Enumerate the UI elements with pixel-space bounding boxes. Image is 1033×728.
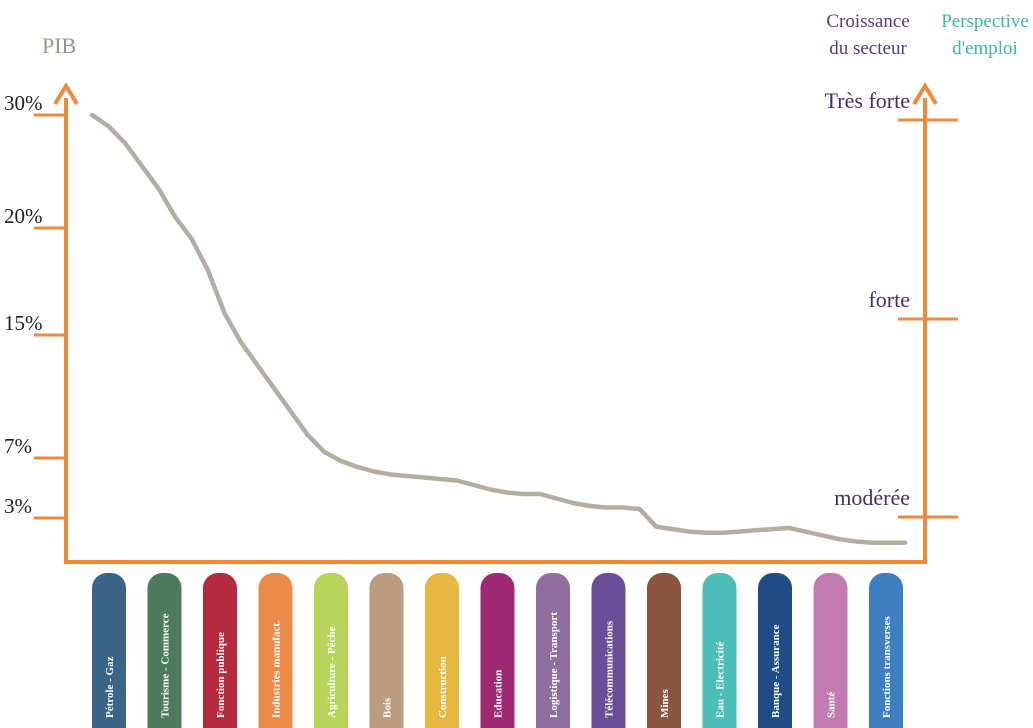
sector-pill-bg bbox=[369, 573, 404, 728]
sector-pill-bg bbox=[647, 573, 681, 728]
sector-label: Bois bbox=[382, 697, 394, 718]
sector-label: Agriculture - Pêche bbox=[326, 626, 338, 718]
sector-pill: Télécommunications bbox=[591, 573, 626, 728]
sector-label: Eau - Electricité bbox=[715, 642, 727, 718]
sector-pill-bg bbox=[591, 573, 626, 728]
sector-label: Santé bbox=[826, 692, 838, 718]
sector-pill: Tourisme - Commerce bbox=[147, 573, 182, 728]
sector-pill-bg bbox=[258, 573, 293, 728]
right-tick-label: Très forte bbox=[825, 88, 910, 113]
sector-pill-bg bbox=[147, 573, 182, 728]
sector-pill: Industries manufact. bbox=[258, 573, 293, 728]
sector-pill-bg bbox=[536, 573, 570, 728]
pib-curve bbox=[89, 112, 908, 545]
sector-pill: Education bbox=[480, 573, 515, 728]
left-tick-label: 20% bbox=[4, 204, 43, 228]
pib-axis-label: PIB bbox=[42, 33, 76, 58]
sector-label: Fonctions transverses bbox=[881, 616, 893, 718]
sector-pill-bg bbox=[92, 573, 126, 728]
sector-pill-bg bbox=[702, 573, 737, 728]
right-ticks: Très forte forte modérée bbox=[825, 88, 958, 519]
sector-label: Fonction publique bbox=[215, 632, 227, 718]
sector-pill-bg bbox=[314, 573, 348, 728]
sector-pill: Santé bbox=[813, 573, 848, 728]
sector-pill-bg bbox=[813, 573, 848, 728]
sector-label: Construction bbox=[437, 656, 449, 718]
sector-label: Logistique - Transport bbox=[548, 612, 560, 718]
sector-pill: Logistique - Transport bbox=[536, 573, 570, 728]
sector-pill-bg bbox=[758, 573, 792, 728]
sector-label: Industries manufact. bbox=[271, 620, 283, 718]
sector-label: Tourisme - Commerce bbox=[160, 613, 172, 718]
job-outlook-label-line2: d'emploi bbox=[952, 38, 1018, 59]
sector-label: Banque - Assurance bbox=[770, 624, 782, 718]
sector-pill: Construction bbox=[425, 573, 459, 728]
sector-pill: Pétrole - Gaz bbox=[92, 573, 126, 728]
sector-pill: Fonctions transverses bbox=[869, 573, 903, 728]
left-tick-label: 15% bbox=[4, 311, 43, 335]
sector-pill: Banque - Assurance bbox=[758, 573, 792, 728]
sector-pill: Agriculture - Pêche bbox=[314, 573, 348, 728]
left-tick-label: 7% bbox=[4, 434, 32, 458]
left-tick-label: 3% bbox=[4, 494, 32, 518]
sector-label: Pétrole - Gaz bbox=[104, 656, 116, 718]
sector-pill: Bois bbox=[369, 573, 404, 728]
job-outlook-label-line1: Perspective bbox=[941, 11, 1029, 32]
sector-pill-bg bbox=[203, 573, 237, 728]
left-axis-arrow bbox=[53, 82, 79, 106]
sector-pill-bg bbox=[425, 573, 459, 728]
sector-pill: Mines bbox=[647, 573, 681, 728]
sector-label: Mines bbox=[659, 689, 671, 718]
sector-label: Télécommunications bbox=[604, 620, 616, 718]
sector-pill: Fonction publique bbox=[203, 573, 237, 728]
right-axis-arrow bbox=[912, 82, 938, 106]
sector-pill-bg bbox=[869, 573, 903, 728]
sector-label: Education bbox=[493, 670, 505, 718]
sector-pill: Eau - Electricité bbox=[702, 573, 737, 728]
right-tick-label: forte bbox=[868, 287, 910, 312]
axes bbox=[53, 82, 938, 564]
sector-pill-bg bbox=[480, 573, 515, 728]
right-tick-label: modérée bbox=[834, 485, 910, 510]
sector-pills: Pétrole - Gaz Tourisme - Commerce Fonction… bbox=[92, 573, 903, 728]
left-tick-label: 30% bbox=[4, 91, 43, 115]
sector-growth-label-line1: Croissance bbox=[826, 11, 909, 32]
sector-growth-label-line2: du secteur bbox=[829, 38, 907, 59]
left-ticks: 30% 20% 15% 7% 3% bbox=[4, 91, 66, 520]
